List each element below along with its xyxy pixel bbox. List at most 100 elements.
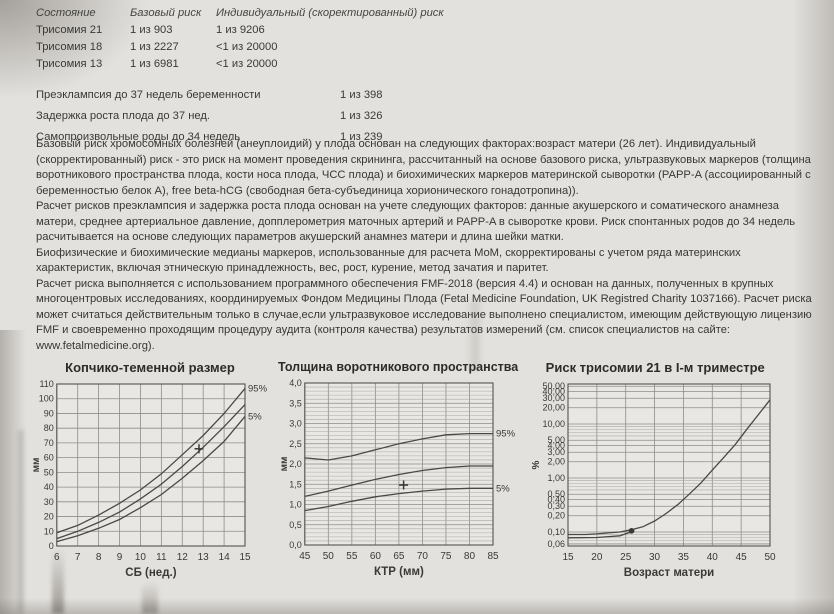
svg-text:0,50: 0,50 [548, 489, 566, 499]
svg-text:мм: мм [279, 457, 290, 472]
svg-text:5%: 5% [248, 411, 262, 422]
svg-text:35: 35 [678, 552, 690, 563]
svg-text:100: 100 [39, 394, 54, 404]
methodology-notes: Базовый риск хромосомных болезней (анеуп… [36, 137, 818, 354]
svg-text:40: 40 [707, 552, 719, 563]
svg-text:2,5: 2,5 [289, 439, 302, 449]
svg-text:1,5: 1,5 [289, 479, 302, 489]
chart-title: Риск трисомии 21 в I-м триместре [545, 360, 765, 375]
risk-value: 1 из 398 [340, 89, 383, 101]
svg-text:0,06: 0,06 [548, 539, 566, 549]
table-row-condition: Трисомия 21 [36, 24, 103, 36]
svg-text:10,00: 10,00 [543, 419, 566, 429]
svg-text:0,30: 0,30 [548, 501, 566, 511]
svg-text:25: 25 [620, 552, 632, 563]
svg-text:95%: 95% [248, 383, 268, 394]
nuchal-translucency-plot: 95% 5% 4,0 3,5 3,0 2,5 2,0 1,5 1,0 0,5 0,045 50 55 60… [279, 378, 516, 578]
table-row-condition: Трисомия 13 [36, 58, 103, 70]
svg-text:45: 45 [736, 552, 748, 563]
svg-text:70: 70 [44, 438, 54, 448]
svg-text:65: 65 [393, 551, 405, 562]
chart-trisomy21-risk: Риск трисомии 21 в I-м триместре 50,00 40… [530, 360, 780, 580]
risk-label: Задержка роста плода до 37 нед. [36, 110, 211, 122]
table-row-condition: Трисомия 18 [36, 41, 103, 53]
chart-nuchal-translucency: Толщина воротникового пространства 95% 5%… [278, 360, 518, 579]
svg-text:14: 14 [219, 552, 231, 563]
svg-text:90: 90 [44, 408, 54, 418]
svg-text:50: 50 [44, 467, 54, 477]
svg-text:80: 80 [464, 551, 476, 562]
svg-text:Возраст матери: Возраст матери [624, 567, 714, 579]
svg-text:13: 13 [198, 552, 210, 563]
svg-text:30,00: 30,00 [543, 393, 566, 403]
svg-text:СБ (нед.): СБ (нед.) [125, 567, 176, 579]
svg-text:0,40: 0,40 [548, 494, 566, 504]
column-header-adjusted-risk: Индивидуальный (скоректированный) риск [216, 7, 444, 19]
svg-text:40: 40 [44, 482, 54, 492]
scan-shadow-bottom [0, 598, 834, 614]
table-row-adjusted-risk: 1 из 9206 [216, 24, 265, 36]
table-row-adjusted-risk: <1 из 20000 [216, 41, 278, 53]
svg-text:6: 6 [54, 552, 60, 563]
svg-text:40,00: 40,00 [543, 386, 566, 396]
svg-text:110: 110 [39, 379, 53, 389]
svg-text:0: 0 [49, 541, 54, 551]
table-row-base-risk: 1 из 2227 [130, 41, 179, 53]
svg-text:20: 20 [592, 552, 604, 563]
svg-text:15: 15 [563, 552, 575, 563]
svg-text:45: 45 [299, 551, 311, 562]
note-paragraph: Базовый риск хромосомных болезней (анеуп… [36, 138, 811, 197]
svg-text:5,00: 5,00 [548, 435, 566, 445]
svg-text:85: 85 [487, 551, 499, 562]
svg-text:%: % [531, 460, 542, 469]
svg-text:3,5: 3,5 [289, 398, 302, 408]
note-paragraph: Биофизические и биохимические медианы ма… [36, 246, 741, 275]
svg-text:0,5: 0,5 [289, 520, 302, 530]
svg-text:30: 30 [649, 552, 661, 563]
svg-text:0,20: 0,20 [548, 511, 566, 521]
svg-text:2,0: 2,0 [289, 459, 302, 469]
pregnancy-complication-risks: Преэклампсия до 37 недель беременности 1… [36, 85, 516, 148]
svg-text:10: 10 [135, 552, 147, 563]
svg-text:60: 60 [370, 551, 382, 562]
svg-text:5%: 5% [496, 483, 510, 494]
svg-text:20,00: 20,00 [543, 403, 566, 413]
note-paragraph: Расчет рисков преэклампсия и задержка ро… [36, 200, 796, 243]
svg-text:КТР (мм): КТР (мм) [374, 566, 424, 578]
scan-streak [142, 582, 158, 614]
chart-crown-rump-length: Копчико-теменной размер 95% 5% 110 100 90 80 7… [30, 360, 270, 580]
svg-text:8: 8 [96, 552, 102, 563]
chart-title: Толщина воротникового пространства [278, 360, 519, 374]
svg-text:1,0: 1,0 [289, 500, 302, 510]
aneuploidy-risk-table: Состояние Базовый риск Индивидуальный (с… [36, 5, 596, 73]
risk-value: 1 из 326 [340, 110, 383, 122]
svg-text:0,10: 0,10 [548, 527, 566, 537]
scan-shadow-left [0, 330, 26, 614]
svg-text:10: 10 [44, 526, 54, 536]
table-row-base-risk: 1 из 6981 [130, 58, 179, 70]
svg-text:2,00: 2,00 [548, 457, 566, 467]
svg-text:80: 80 [44, 423, 54, 433]
svg-text:60: 60 [44, 453, 54, 463]
note-paragraph: Расчет риска выполняется с использование… [36, 277, 812, 352]
column-header-base-risk: Базовый риск [130, 7, 202, 19]
svg-text:9: 9 [117, 552, 123, 563]
risk-label: Самопроизвольные роды до 34 недель [36, 131, 241, 143]
table-row-adjusted-risk: <1 из 20000 [216, 58, 278, 70]
svg-text:50,00: 50,00 [543, 381, 566, 391]
svg-text:70: 70 [417, 551, 429, 562]
column-header-condition: Состояние [36, 7, 96, 19]
svg-text:15: 15 [239, 552, 251, 563]
risk-value: 1 из 239 [340, 131, 383, 143]
svg-text:3,0: 3,0 [289, 419, 302, 429]
svg-text:95%: 95% [496, 429, 516, 440]
svg-text:30: 30 [44, 497, 54, 507]
svg-text:1,00: 1,00 [548, 473, 566, 483]
svg-text:50: 50 [765, 552, 777, 563]
svg-text:0,0: 0,0 [289, 540, 302, 550]
svg-text:7: 7 [75, 552, 81, 563]
chart-title: Копчико-теменной размер [65, 360, 235, 375]
